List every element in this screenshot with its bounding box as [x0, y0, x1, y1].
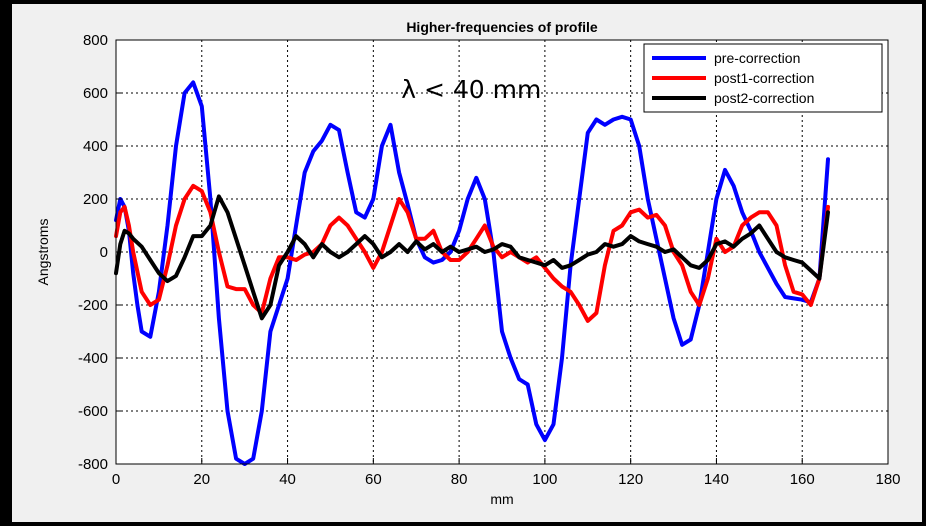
x-tick-label: 40 [279, 471, 296, 488]
y-tick-label: -200 [78, 297, 108, 314]
x-tick-label: 120 [618, 471, 643, 488]
y-tick-label: 0 [100, 244, 108, 261]
series-line-post1-correction [114, 183, 830, 323]
y-tick-label: -800 [78, 456, 108, 473]
figure-window: Higher-frequencies of profile 0 20 40 60 80 1… [12, 4, 922, 522]
legend-label: post2-correction [714, 90, 814, 106]
series-line-pre-correction [114, 80, 830, 466]
wavelength-annotation: λ < 40 mm [401, 75, 541, 104]
y-tick-label: 200 [83, 191, 108, 208]
series-layer [114, 80, 830, 466]
series-line-post2-correction [114, 194, 830, 321]
x-tick-label: 140 [704, 471, 729, 488]
y-tick-label: 800 [83, 32, 108, 49]
x-axis-label: mm [490, 491, 513, 507]
x-tick-label: 80 [451, 471, 468, 488]
x-tick-label: 20 [193, 471, 210, 488]
y-tick-label: 400 [83, 138, 108, 155]
y-axis-label: Angstroms [35, 219, 51, 286]
x-tick-label: 100 [532, 471, 557, 488]
x-tick-label: 60 [365, 471, 382, 488]
x-tick-label: 160 [790, 471, 815, 488]
line-chart: Higher-frequencies of profile 0 20 40 60 80 1… [35, 19, 901, 507]
legend-label: pre-correction [714, 50, 800, 66]
x-tick-label: 180 [875, 471, 900, 488]
y-tick-label: -400 [78, 350, 108, 367]
x-tick-label: 0 [112, 471, 120, 488]
axis-ticks: 0 20 40 60 80 100 120 140 160 180 800 600 400 200 0 -20… [78, 32, 901, 488]
y-tick-label: -600 [78, 403, 108, 420]
legend: pre-correction post1-correction post2-corr… [643, 43, 883, 113]
chart-title: Higher-frequencies of profile [406, 19, 598, 35]
legend-label: post1-correction [714, 70, 814, 86]
y-tick-label: 600 [83, 85, 108, 102]
